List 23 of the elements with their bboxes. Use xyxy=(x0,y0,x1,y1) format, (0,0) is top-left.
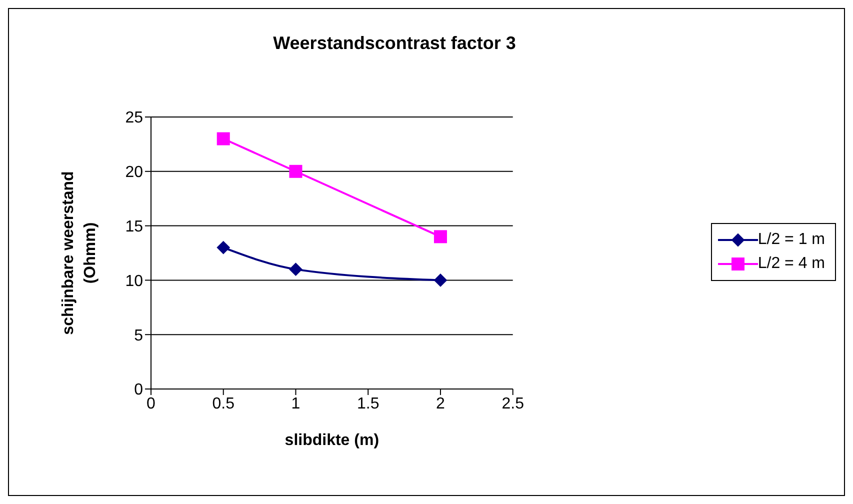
x-tick-label: 0 xyxy=(146,395,156,412)
y-tick-label: 5 xyxy=(134,327,144,344)
legend-label: L/2 = 4 m xyxy=(758,255,825,273)
x-axis-title: slibdikte (m) xyxy=(284,432,380,449)
y-tick-label: 0 xyxy=(134,382,144,399)
x-tick-label: 1.5 xyxy=(356,395,380,412)
point xyxy=(434,274,447,287)
x-tick-label: 1 xyxy=(291,395,300,412)
point xyxy=(434,230,447,244)
x-tick-label: 0.5 xyxy=(212,395,235,412)
legend-label: L/2 = 1 m xyxy=(758,231,825,249)
chart-title: Weerstandscontrast factor 3 xyxy=(272,33,517,54)
point xyxy=(216,132,230,146)
point xyxy=(289,262,302,276)
y-tick-label: 15 xyxy=(125,218,144,236)
y-axis-title: schijnbare weerstand (Ohmm) xyxy=(60,171,99,335)
point xyxy=(216,241,230,254)
y-tick-label: 25 xyxy=(125,110,144,127)
point xyxy=(289,164,302,178)
x-tick-label: 2.5 xyxy=(502,395,524,412)
x-tick-label: 2 xyxy=(436,395,446,412)
y-tick-label: 20 xyxy=(125,164,144,182)
y-tick-label: 10 xyxy=(125,272,144,290)
